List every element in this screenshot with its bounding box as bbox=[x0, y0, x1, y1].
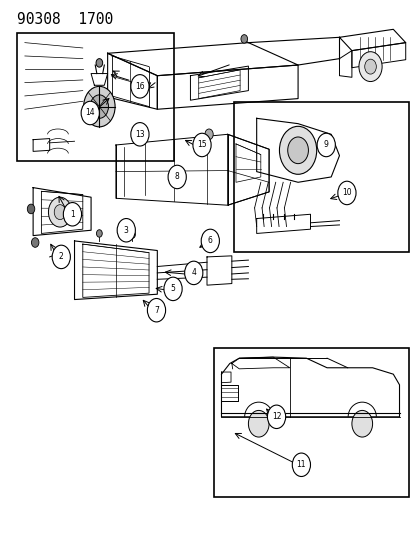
Text: 15: 15 bbox=[197, 141, 206, 149]
Circle shape bbox=[204, 129, 213, 140]
Circle shape bbox=[184, 261, 202, 285]
Text: 2: 2 bbox=[59, 253, 64, 261]
Circle shape bbox=[248, 410, 268, 437]
Circle shape bbox=[81, 101, 99, 125]
Bar bbox=[233, 102, 408, 252]
Text: 4: 4 bbox=[191, 269, 196, 277]
Text: 5: 5 bbox=[170, 285, 175, 293]
Bar bbox=[17, 33, 173, 161]
Circle shape bbox=[31, 238, 39, 247]
Circle shape bbox=[351, 410, 372, 437]
Circle shape bbox=[96, 230, 102, 237]
Circle shape bbox=[129, 231, 135, 238]
Text: 16: 16 bbox=[135, 82, 145, 91]
Circle shape bbox=[337, 181, 355, 205]
Text: 8: 8 bbox=[174, 173, 179, 181]
Circle shape bbox=[192, 133, 211, 157]
Text: 90308  1700: 90308 1700 bbox=[17, 12, 112, 27]
Text: 7: 7 bbox=[154, 306, 159, 314]
Circle shape bbox=[90, 95, 108, 118]
Circle shape bbox=[164, 277, 182, 301]
Circle shape bbox=[63, 203, 81, 226]
Circle shape bbox=[279, 126, 316, 174]
Circle shape bbox=[27, 204, 35, 214]
Circle shape bbox=[54, 205, 66, 220]
Circle shape bbox=[117, 219, 135, 242]
Circle shape bbox=[316, 133, 335, 157]
Circle shape bbox=[267, 405, 285, 429]
Circle shape bbox=[52, 245, 70, 269]
Circle shape bbox=[358, 52, 381, 82]
Text: 11: 11 bbox=[296, 461, 305, 469]
Bar bbox=[214, 348, 408, 497]
Circle shape bbox=[292, 453, 310, 477]
Text: 9: 9 bbox=[323, 141, 328, 149]
Circle shape bbox=[96, 59, 102, 67]
Circle shape bbox=[131, 123, 149, 146]
Text: 13: 13 bbox=[135, 130, 145, 139]
Text: 10: 10 bbox=[341, 189, 351, 197]
Circle shape bbox=[168, 165, 186, 189]
Circle shape bbox=[48, 197, 71, 227]
Circle shape bbox=[240, 35, 247, 43]
Text: 3: 3 bbox=[123, 226, 128, 235]
Circle shape bbox=[287, 137, 308, 164]
Text: 12: 12 bbox=[271, 413, 280, 421]
Circle shape bbox=[201, 229, 219, 253]
Circle shape bbox=[83, 86, 115, 127]
Circle shape bbox=[147, 298, 165, 322]
Circle shape bbox=[131, 75, 149, 98]
Circle shape bbox=[364, 59, 375, 74]
Text: 6: 6 bbox=[207, 237, 212, 245]
Text: 1: 1 bbox=[70, 210, 75, 219]
Text: 14: 14 bbox=[85, 109, 95, 117]
